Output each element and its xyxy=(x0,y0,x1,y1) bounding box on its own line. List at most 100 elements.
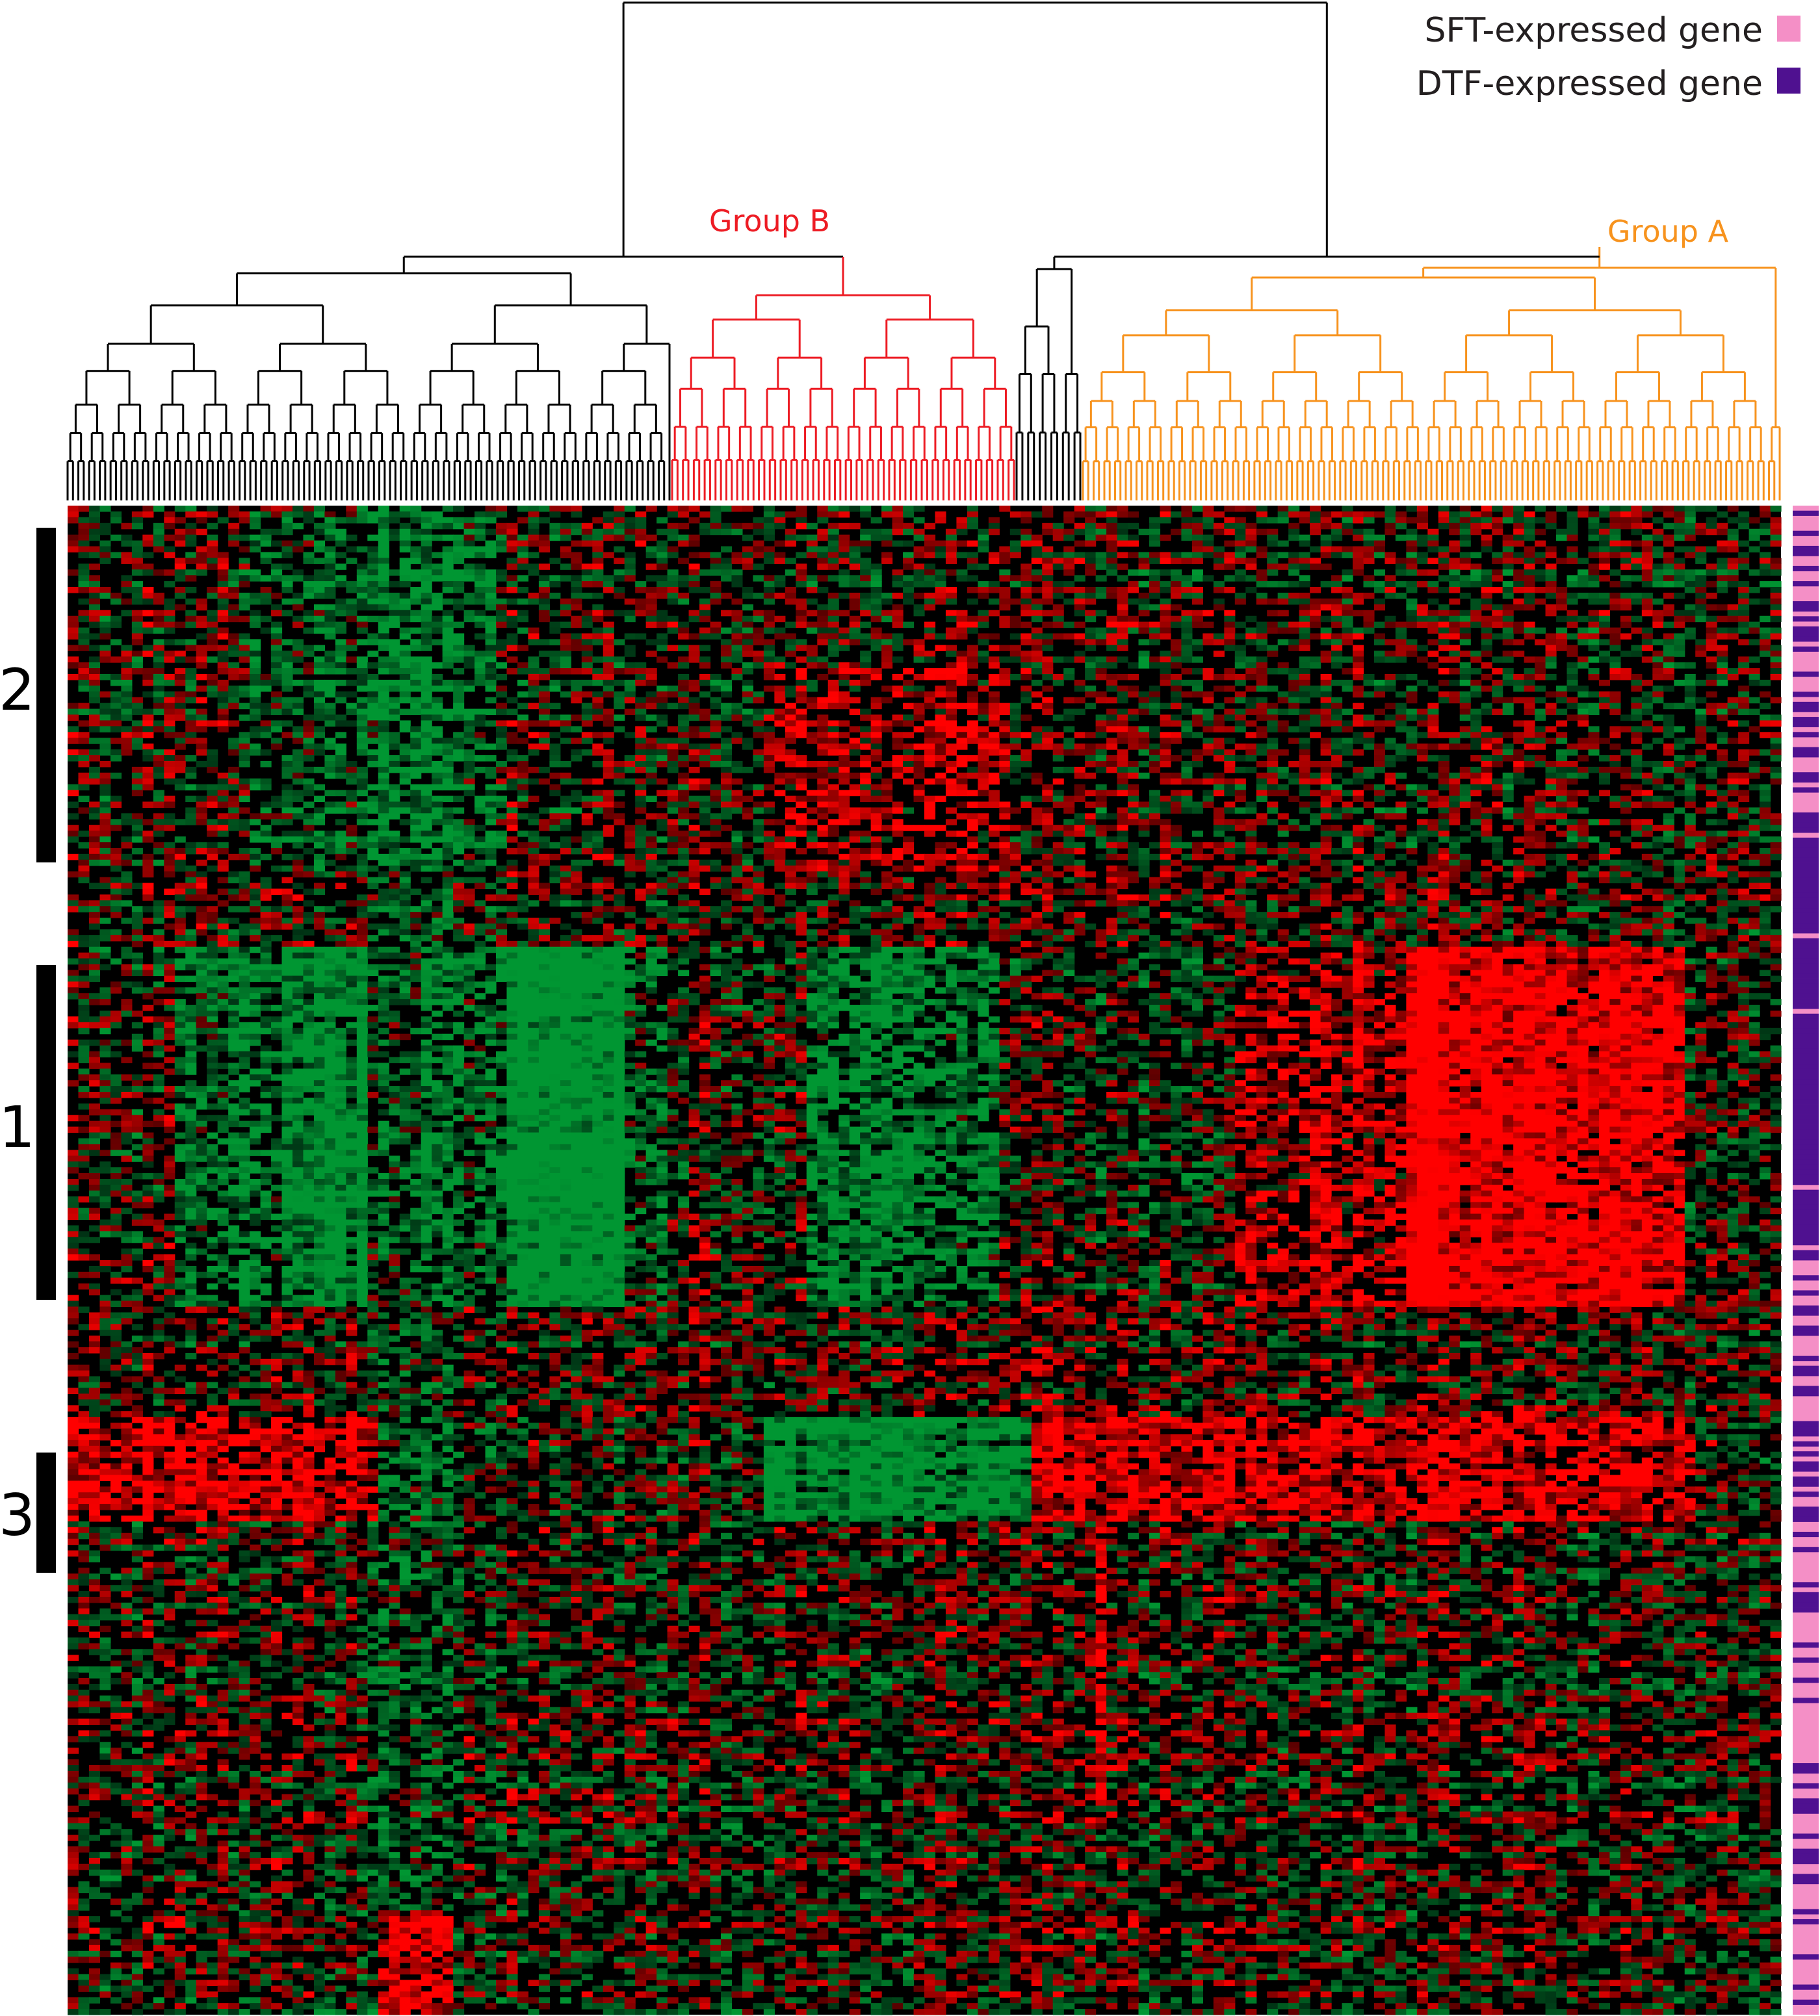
heatmap-cell xyxy=(1567,511,1578,518)
heatmap-cell xyxy=(1449,569,1460,576)
heatmap-cell xyxy=(1074,610,1086,617)
heatmap-cell xyxy=(239,563,250,570)
heatmap-cell xyxy=(1321,616,1332,623)
heatmap-cell xyxy=(496,535,507,541)
heatmap-cell xyxy=(689,616,700,623)
heatmap-cell xyxy=(539,575,550,582)
heatmap-cell xyxy=(132,668,143,675)
heatmap-cell xyxy=(1321,523,1332,530)
heatmap-cell xyxy=(282,511,293,518)
heatmap-cell xyxy=(110,639,122,645)
heatmap-cell xyxy=(1706,581,1717,588)
heatmap-cell xyxy=(656,656,668,663)
heatmap-cell xyxy=(935,587,946,593)
heatmap-cell xyxy=(1620,511,1632,518)
heatmap-cell xyxy=(838,552,850,558)
heatmap-cell xyxy=(164,616,175,623)
heatmap-cell xyxy=(1235,622,1246,628)
heatmap-cell xyxy=(303,668,314,675)
heatmap-cell xyxy=(838,575,850,582)
heatmap-cell xyxy=(699,599,710,605)
heatmap-cell xyxy=(464,575,475,582)
heatmap-cell xyxy=(357,674,368,680)
heatmap-cell xyxy=(207,622,218,628)
heatmap-cell xyxy=(989,674,1000,680)
heatmap-cell xyxy=(185,599,196,605)
heatmap-cell xyxy=(153,645,164,651)
heatmap-cell xyxy=(1728,581,1739,588)
heatmap-cell xyxy=(1706,593,1717,599)
heatmap-cell xyxy=(1353,674,1364,680)
heatmap-cell xyxy=(1310,616,1321,623)
heatmap-cell xyxy=(1609,645,1620,651)
heatmap-cell xyxy=(1438,668,1450,675)
heatmap-cell xyxy=(1406,541,1417,547)
heatmap-cell xyxy=(1235,662,1246,669)
heatmap-cell xyxy=(1674,506,1685,512)
heatmap-cell xyxy=(1160,622,1171,628)
heatmap-cell xyxy=(710,593,722,599)
heatmap-cell xyxy=(517,506,528,512)
heatmap-cell xyxy=(453,656,464,663)
heatmap-cell xyxy=(261,680,272,686)
heatmap-cell xyxy=(1224,517,1235,524)
heatmap-cell xyxy=(903,575,914,582)
heatmap-cell xyxy=(1588,552,1599,558)
heatmap-cell xyxy=(1588,645,1599,651)
heatmap-cell xyxy=(378,593,389,599)
heatmap-cell xyxy=(1481,517,1492,524)
heatmap-cell xyxy=(785,633,796,640)
heatmap-cell xyxy=(474,668,486,675)
heatmap-cell xyxy=(389,668,400,675)
heatmap-cell xyxy=(218,569,229,576)
heatmap-cell xyxy=(1374,604,1385,611)
heatmap-cell xyxy=(367,674,378,680)
heatmap-cell xyxy=(506,656,517,663)
heatmap-cell xyxy=(592,547,603,553)
heatmap-cell xyxy=(1160,535,1171,541)
heatmap-cell xyxy=(239,558,250,564)
heatmap-cell xyxy=(1449,668,1460,675)
heatmap-cell xyxy=(271,506,282,512)
heatmap-cell xyxy=(1749,569,1760,576)
heatmap-cell xyxy=(314,511,325,518)
heatmap-cell xyxy=(549,639,560,645)
heatmap-cell xyxy=(474,535,486,541)
heatmap-cell xyxy=(710,633,722,640)
heatmap-cell xyxy=(646,575,657,582)
heatmap-cell xyxy=(78,668,89,675)
heatmap-cell xyxy=(1652,581,1663,588)
heatmap-cell xyxy=(828,616,839,623)
heatmap-cell xyxy=(1631,529,1642,536)
heatmap-cell xyxy=(1235,535,1246,541)
heatmap-cell xyxy=(1085,662,1096,669)
heatmap-cell xyxy=(721,628,732,634)
heatmap-cell xyxy=(421,552,432,558)
heatmap-cell xyxy=(1181,523,1192,530)
heatmap-cell xyxy=(282,541,293,547)
heatmap-cell xyxy=(1470,622,1481,628)
heatmap-cell xyxy=(1032,575,1043,582)
heatmap-cell xyxy=(753,517,764,524)
heatmap-cell xyxy=(625,506,636,512)
heatmap-cell xyxy=(378,511,389,518)
heatmap-cell xyxy=(1460,575,1471,582)
heatmap-cell xyxy=(443,633,454,640)
heatmap-cell xyxy=(1513,599,1524,605)
heatmap-cell xyxy=(207,552,218,558)
heatmap-cell xyxy=(1224,529,1235,536)
heatmap-cell xyxy=(1396,558,1407,564)
heatmap-cell xyxy=(1267,529,1278,536)
heatmap-cell xyxy=(1492,552,1503,558)
heatmap-cell xyxy=(742,506,753,512)
heatmap-cell xyxy=(646,604,657,611)
heatmap-cell xyxy=(999,506,1010,512)
heatmap-cell xyxy=(314,680,325,686)
heatmap-cell xyxy=(1106,633,1117,640)
heatmap-cell xyxy=(1652,599,1663,605)
heatmap-cell xyxy=(1020,651,1032,657)
heatmap-cell xyxy=(796,616,807,623)
heatmap-cell xyxy=(625,569,636,576)
heatmap-cell xyxy=(1449,558,1460,564)
heatmap-cell xyxy=(367,587,378,593)
